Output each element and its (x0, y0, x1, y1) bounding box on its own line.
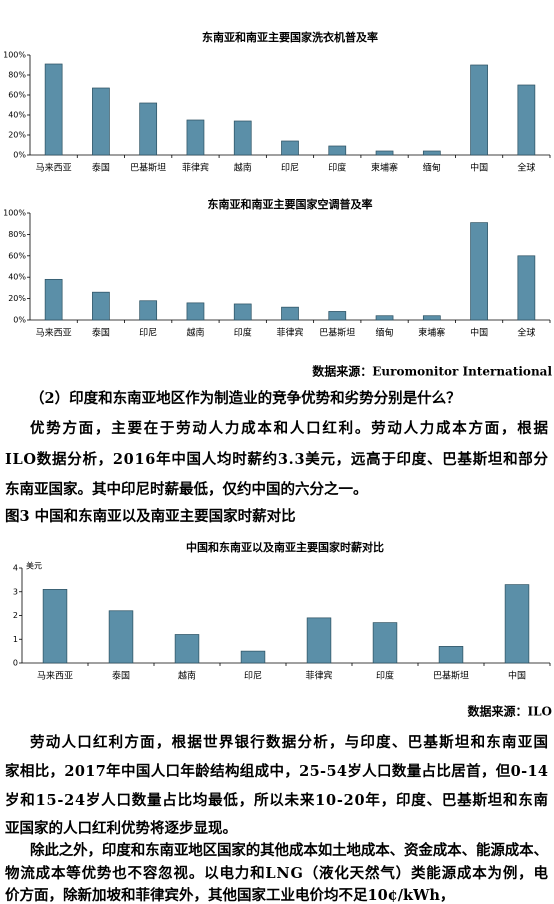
x-tick-label: 印尼 (244, 670, 262, 682)
x-tick-label: 越南 (186, 327, 204, 339)
bar (281, 306, 299, 321)
bar (281, 140, 299, 156)
x-tick-label: 泰国 (92, 327, 110, 339)
bar (92, 87, 110, 156)
y-tick-label: 40% (8, 273, 26, 282)
bar (517, 84, 536, 156)
figure-caption: 图3 中国和东南亚以及南亚主要国家时薪对比 (5, 507, 296, 525)
x-tick-label: 印尼 (281, 162, 299, 174)
bar (328, 311, 347, 321)
bar (470, 222, 488, 321)
x-tick-label: 泰国 (92, 162, 110, 174)
x-tick-label: 菲律宾 (276, 327, 303, 339)
bar (422, 150, 441, 156)
chart-title: 中国和东南亚以及南亚主要国家时薪对比 (186, 540, 384, 554)
x-tick-label: 马来西亚 (36, 163, 72, 174)
x-tick-label: 印度 (328, 162, 346, 174)
paragraph-line: 亚国家的人口红利优势将逐步显现。 (5, 819, 237, 837)
y-tick-label: 1 (13, 635, 18, 644)
bar (504, 584, 530, 664)
paragraph-line: 价方面，除新加坡和菲律宾外，其他国家工业电价均不足10¢/kWh， (5, 886, 454, 904)
x-tick-label: 全球 (517, 162, 535, 174)
y-tick-label: 60% (8, 251, 26, 260)
x-tick-label: 缅甸 (376, 327, 394, 339)
bar (306, 617, 332, 664)
x-tick-label: 中国 (508, 670, 526, 682)
bar (375, 150, 394, 156)
bar (139, 102, 158, 156)
y-tick-label: 60% (8, 91, 26, 100)
x-tick-label: 巴基斯坦 (130, 162, 166, 174)
bar (44, 278, 63, 321)
y-tick-label: 80% (8, 230, 26, 239)
bar (470, 64, 488, 156)
x-tick-label: 菲律宾 (182, 162, 209, 174)
y-tick-label: 3 (13, 587, 18, 596)
bar (233, 303, 252, 321)
x-tick-label: 巴基斯坦 (433, 670, 469, 682)
y-tick-label: 2 (13, 611, 18, 620)
chart-title: 东南亚和南亚主要国家空调普及率 (208, 197, 373, 211)
bar (422, 315, 441, 321)
y-tick-label: 0% (13, 316, 26, 325)
y-axis-label: 美元 (26, 561, 42, 571)
paragraph-line: 优势方面，主要在于劳动人力成本和人口红利。劳动人力成本方面，根据 (30, 419, 549, 437)
x-tick-label: 中国 (470, 162, 488, 174)
bar (517, 255, 536, 321)
x-tick-label: 泰国 (112, 670, 130, 682)
x-tick-label: 印度 (234, 327, 252, 339)
bar (375, 315, 394, 321)
x-tick-label: 菲律宾 (305, 670, 332, 682)
y-tick-label: 100% (3, 209, 26, 218)
x-tick-label: 中国 (470, 327, 488, 339)
y-tick-label: 4 (13, 564, 18, 573)
y-tick-label: 0% (13, 151, 26, 160)
y-tick-label: 40% (8, 111, 26, 120)
bar (174, 634, 200, 664)
chart-title: 东南亚和南亚主要国家洗衣机普及率 (202, 30, 378, 44)
source: 数据来源：ILO (467, 704, 552, 719)
bar (108, 610, 134, 664)
y-tick-label: 80% (8, 71, 26, 80)
paragraph-line: 物流成本等优势也不容忽视。以电力和LNG（液化天然气）类能源成本为例，电 (5, 864, 549, 882)
x-tick-label: 越南 (178, 670, 196, 682)
x-tick-label: 巴基斯坦 (319, 327, 355, 339)
source: 数据来源：Euromonitor International (312, 364, 552, 379)
x-tick-label: 印尼 (139, 327, 157, 339)
question: （2）印度和东南亚地区作为制造业的竞争优势和劣势分别是什么？ (30, 389, 461, 407)
paragraph-line: 劳动人口红利方面，根据世界银行数据分析，与印度、巴基斯坦和东南亚国 (30, 733, 548, 751)
bar (438, 646, 464, 664)
y-tick-label: 20% (8, 131, 26, 140)
x-tick-label: 越南 (234, 162, 252, 174)
bar (240, 650, 266, 664)
paragraph-line: 家相比，2017年中国人口年龄结构组成中，25-54岁人口数量占比居首，但0-1… (5, 762, 548, 780)
y-tick-label: 100% (3, 51, 26, 60)
bar (372, 622, 398, 664)
paragraph-line: 东南亚国家。其中印尼时薪最低，仅约中国的六分之一。 (5, 480, 368, 498)
x-tick-label: 印度 (376, 670, 394, 682)
bar (42, 589, 68, 664)
y-tick-label: 20% (8, 294, 26, 303)
x-tick-label: 马来西亚 (37, 671, 73, 682)
bar (233, 120, 252, 156)
bar (139, 300, 158, 321)
bar (92, 291, 110, 321)
bar (328, 145, 347, 156)
bar (186, 302, 205, 321)
x-tick-label: 马来西亚 (36, 328, 72, 339)
y-tick-label: 0 (13, 659, 18, 668)
bar (186, 119, 205, 156)
x-tick-label: 柬埔寨 (371, 162, 398, 174)
paragraph-line: ILO数据分析，2016年中国人均时薪约3.3美元，远高于印度、巴基斯坦和部分 (5, 450, 549, 468)
x-tick-label: 缅甸 (423, 162, 441, 174)
paragraph-line: 除此之外，印度和东南亚地区国家的其他成本如土地成本、资金成本、能源成本、 (30, 841, 548, 859)
x-tick-label: 柬埔寨 (418, 327, 445, 339)
paragraph-line: 岁和15-24岁人口数量占比均最低，所以未来10-20年，印度、巴基斯坦和东南 (5, 791, 548, 809)
x-tick-label: 全球 (517, 327, 535, 339)
bar (44, 63, 63, 156)
